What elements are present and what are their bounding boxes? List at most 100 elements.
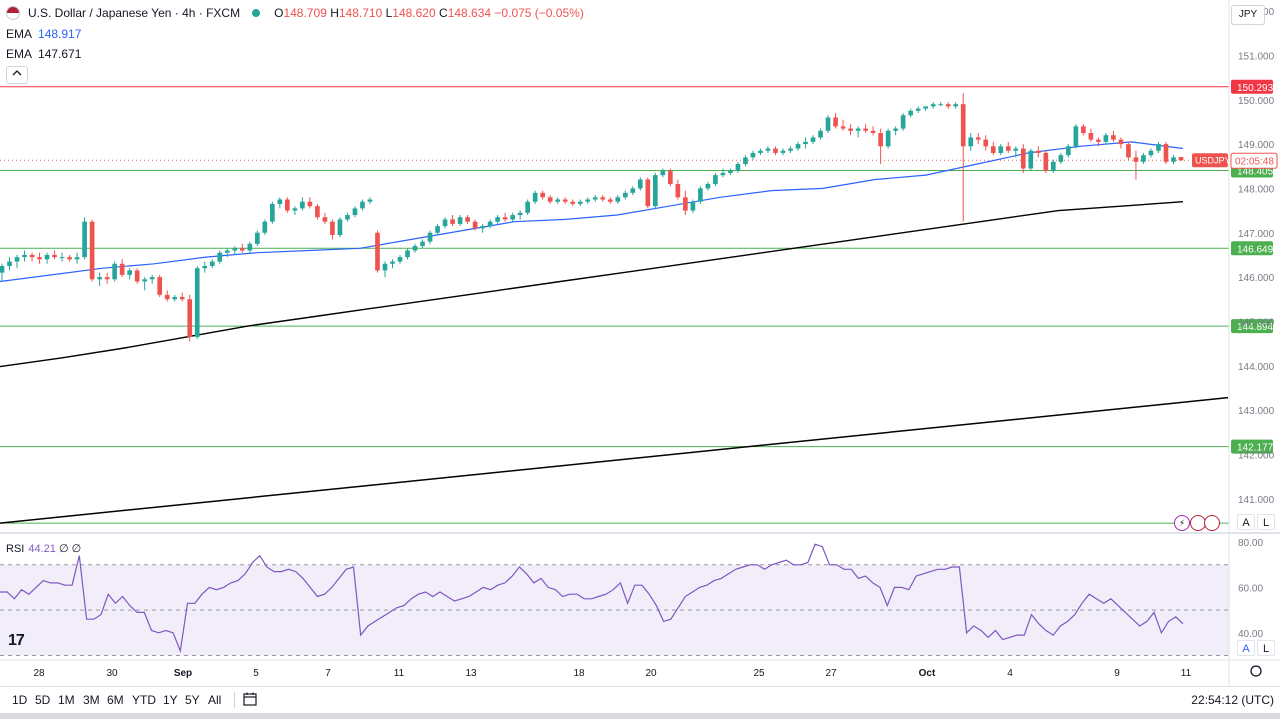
timeframe-1y[interactable]: 1Y: [163, 693, 178, 707]
level-label: 148.405: [1237, 166, 1274, 177]
candle-body: [194, 268, 200, 337]
candle-body: [938, 104, 944, 106]
candle-body: [570, 201, 576, 204]
candle-body: [540, 192, 546, 198]
candle-body: [592, 197, 598, 200]
level-label: 144.894: [1237, 322, 1274, 333]
ema-slow-legend[interactable]: EMA 147.671: [6, 47, 82, 61]
price-tick-label: 148.000: [1238, 184, 1275, 195]
rsi-auto-scale-button[interactable]: A: [1237, 640, 1255, 656]
timeframe-5y[interactable]: 5Y: [185, 693, 200, 707]
candle-body: [442, 219, 448, 227]
tradingview-logo[interactable]: 17: [8, 632, 25, 649]
candle-body: [1035, 150, 1041, 153]
candle-body: [450, 219, 455, 224]
price-tick-label: 143.000: [1238, 406, 1275, 417]
time-tick-label: Oct: [919, 668, 936, 679]
rsi-line: [0, 543, 1184, 654]
candle-body: [1005, 146, 1011, 151]
candle-body: [728, 170, 733, 173]
candle-body: [1088, 133, 1094, 140]
candle-body: [232, 248, 238, 251]
candle-body: [29, 254, 35, 258]
candle-body: [878, 133, 883, 147]
gear-icon[interactable]: [1250, 665, 1262, 677]
candle-body: [1111, 135, 1116, 140]
price-chart-area[interactable]: 150.293 148.405 146.649 144.894 142.177 USDJP…: [0, 0, 1280, 686]
log-scale-button[interactable]: L: [1257, 514, 1275, 530]
candle-body: [315, 206, 320, 218]
collapse-legend-button[interactable]: [6, 66, 28, 84]
candle-body: [142, 279, 148, 282]
candle-body: [698, 188, 703, 202]
timeframe-ytd[interactable]: YTD: [132, 693, 156, 707]
currency-button[interactable]: JPY: [1231, 5, 1265, 25]
candle-body: [247, 243, 253, 251]
bottom-edge: [0, 713, 1280, 719]
calendar-range-icon[interactable]: [242, 691, 258, 707]
rsi-legend[interactable]: RSI 44.21 ∅ ∅: [6, 543, 82, 555]
candle-body: [810, 137, 816, 142]
ema-fast-legend[interactable]: EMA 148.917: [6, 27, 82, 41]
candle-body: [345, 215, 350, 220]
timeframe-6m[interactable]: 6M: [107, 693, 124, 707]
timeframe-3m[interactable]: 3M: [83, 693, 100, 707]
candle-body: [1043, 152, 1049, 171]
candle-body: [953, 104, 959, 107]
candle-body: [405, 250, 410, 258]
usd-flag-icon: [6, 6, 20, 20]
rsi-log-scale-button[interactable]: L: [1257, 640, 1275, 656]
candle-body: [254, 232, 260, 244]
timeframe-all[interactable]: All: [208, 693, 222, 707]
candle-body: [915, 108, 921, 111]
candle-body: [119, 263, 125, 275]
candle-body: [375, 232, 380, 271]
candle-body: [960, 104, 966, 147]
candles: [0, 93, 1184, 342]
chevron-up-icon: [12, 70, 22, 76]
candle-body: [1013, 148, 1019, 151]
ema-fast-line: [0, 141, 1184, 283]
candle-body: [457, 217, 463, 224]
utc-clock[interactable]: 22:54:12 (UTC): [1191, 693, 1274, 707]
auto-scale-button[interactable]: A: [1237, 514, 1255, 530]
level-label: 142.177: [1237, 443, 1274, 454]
candle-body: [720, 172, 726, 176]
symbol-legend: U.S. Dollar / Japanese Yen · 4h · FXCM O…: [6, 6, 584, 20]
candle-body: [833, 117, 838, 127]
candle-body: [532, 192, 538, 202]
price-tick-label: 144.000: [1238, 362, 1275, 373]
level-label-bg: [1231, 439, 1273, 454]
timeframe-5d[interactable]: 5D: [35, 693, 51, 707]
countdown-label: 02:05:48: [1235, 156, 1274, 167]
timeframe-1d[interactable]: 1D: [12, 693, 28, 707]
candle-body: [855, 128, 861, 131]
candle-body: [525, 201, 530, 213]
candle-body: [510, 215, 515, 220]
candle-body: [127, 270, 132, 275]
level-label: 150.293: [1237, 83, 1274, 94]
candle-body: [202, 266, 208, 269]
candle-body: [149, 277, 155, 280]
candle-body: [307, 201, 313, 207]
candle-body: [104, 277, 110, 280]
timeframe-1m[interactable]: 1M: [58, 693, 75, 707]
time-tick-label: 11: [1181, 668, 1192, 679]
us-flag-event-icon-2[interactable]: [1204, 515, 1220, 531]
symbol-title[interactable]: U.S. Dollar / Japanese Yen · 4h · FXCM: [28, 6, 241, 20]
time-tick-label: Sep: [174, 668, 192, 679]
bottom-toolbar: 1D 5D 1M 3M 6M YTD 1Y 5Y All 22:54:12 (U…: [0, 686, 1280, 713]
candle-body: [645, 179, 651, 207]
candle-body: [14, 257, 20, 262]
candle-body: [67, 257, 72, 260]
candle-body: [517, 212, 523, 216]
lightning-icon[interactable]: ⚡: [1174, 515, 1190, 531]
candle-body: [270, 203, 275, 222]
time-tick-label: 9: [1114, 668, 1120, 679]
price-tick-label: 141.000: [1238, 495, 1275, 506]
candle-body: [990, 146, 996, 153]
time-tick-label: 25: [753, 668, 765, 679]
candle-body: [825, 117, 831, 131]
candle-body: [209, 261, 215, 266]
price-tick-label: 151.000: [1238, 51, 1275, 62]
